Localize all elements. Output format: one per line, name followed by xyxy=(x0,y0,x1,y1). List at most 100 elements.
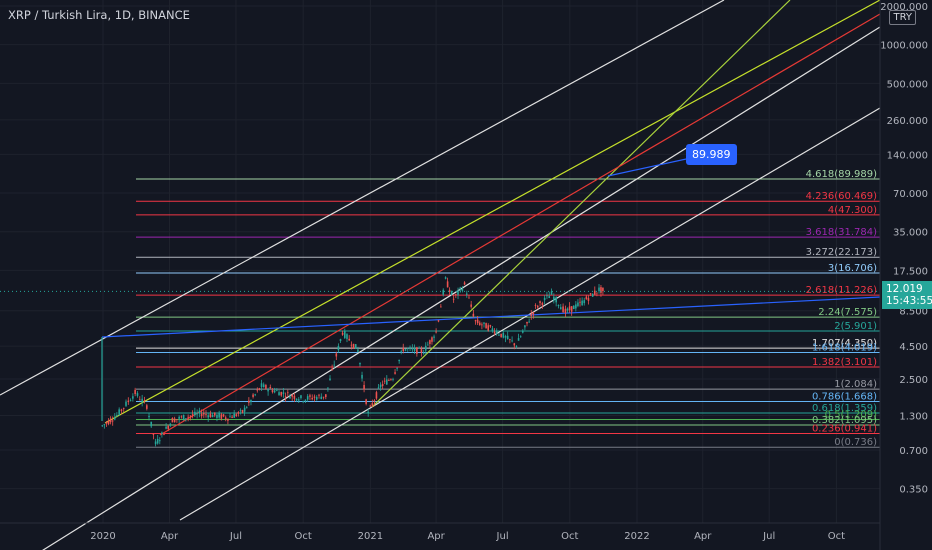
candle-body xyxy=(111,420,114,422)
candle-body xyxy=(365,399,367,404)
channel-lower-line xyxy=(179,107,881,521)
candle-body xyxy=(402,347,405,352)
candle-body xyxy=(322,396,325,398)
y-tick-label: 500.000 xyxy=(887,79,928,90)
candle-body xyxy=(235,414,238,416)
candle-body xyxy=(194,411,196,416)
candle-body xyxy=(553,296,555,301)
candle-body xyxy=(465,293,468,295)
candle-body xyxy=(218,413,220,418)
candle-body xyxy=(120,409,123,411)
candle-body xyxy=(243,407,246,412)
channel-upper-line xyxy=(0,0,725,396)
candle-body xyxy=(245,407,248,409)
candle-body xyxy=(406,348,409,350)
candle-body xyxy=(543,297,546,301)
candle-body xyxy=(581,300,583,306)
last-price-badge: 12.019 15:43:55 xyxy=(882,281,932,309)
x-tick-label: 2020 xyxy=(90,531,115,542)
candle-body xyxy=(541,302,544,306)
currency-badge[interactable]: TRY xyxy=(889,10,916,25)
candle-body xyxy=(265,385,267,389)
candle-body xyxy=(502,332,505,338)
candle-body xyxy=(472,313,475,317)
y-axis[interactable]: 2000.000 1000.000 500.000 260.000 140.000 70.… xyxy=(879,0,932,550)
candle-body xyxy=(375,392,378,399)
x-tick-label: Oct xyxy=(561,531,578,542)
y-tick-label: 260.000 xyxy=(887,116,928,127)
candle-body xyxy=(101,425,104,427)
candle-body xyxy=(513,343,516,346)
candle-body xyxy=(398,359,400,362)
candle-body xyxy=(176,419,178,420)
fan-red-line xyxy=(159,13,881,436)
fib-level-label: 0.618(1.359) xyxy=(812,403,877,414)
candle-body xyxy=(339,339,342,342)
candle-body xyxy=(327,387,329,389)
candle-body xyxy=(152,433,155,435)
y-tick-label: 8.500 xyxy=(899,307,928,318)
y-tick-label: 35.000 xyxy=(893,228,928,239)
candle-body xyxy=(570,306,573,312)
candle-body xyxy=(396,367,398,369)
candle-body xyxy=(363,385,365,390)
candle-body xyxy=(156,438,159,444)
candle-body xyxy=(539,301,541,304)
candle-body xyxy=(304,399,307,402)
candle-body xyxy=(276,390,278,392)
candle-body xyxy=(337,345,340,351)
y-tick-label: 70.000 xyxy=(893,189,928,200)
fib-level-label: 0.382(1.095) xyxy=(812,415,877,426)
candle-body xyxy=(163,434,165,436)
candle-body xyxy=(146,405,148,409)
candle-body xyxy=(136,393,139,396)
candle-body xyxy=(452,298,455,300)
candle-body xyxy=(103,424,106,426)
candle-body xyxy=(463,282,466,285)
candle-body xyxy=(122,407,125,409)
candle-body xyxy=(295,398,298,401)
candle-body xyxy=(377,387,380,389)
candle-body xyxy=(534,305,537,306)
candle-body xyxy=(167,425,169,429)
candle-body xyxy=(435,331,437,333)
candle-body xyxy=(196,413,198,415)
fan-green-line xyxy=(371,0,791,408)
candle-body xyxy=(158,440,161,442)
fib-level-label: 3(16.706) xyxy=(828,263,877,274)
candle-body xyxy=(411,348,414,350)
candle-body xyxy=(346,334,348,339)
candle-body xyxy=(139,399,141,401)
candle-body xyxy=(329,378,331,381)
candle-body xyxy=(530,314,533,316)
candle-body xyxy=(487,325,490,331)
candle-body xyxy=(178,416,180,419)
fib-level-label: 1.618(4.019) xyxy=(812,342,877,353)
x-tick-label: Apr xyxy=(161,531,179,542)
price-callout[interactable]: 89.989 xyxy=(686,144,737,165)
fib-level-label: 2.618(11.226) xyxy=(806,285,878,296)
candle-body xyxy=(394,372,396,374)
candle-body xyxy=(392,379,394,380)
candle-body xyxy=(105,422,108,424)
candle-body xyxy=(511,340,513,342)
candle-body xyxy=(491,328,494,331)
candle-body xyxy=(509,339,511,340)
candle-body xyxy=(171,417,174,423)
grid xyxy=(0,0,880,523)
candle-body xyxy=(468,297,470,299)
candle-body xyxy=(455,294,457,295)
candle-body xyxy=(169,423,172,426)
candle-body xyxy=(300,395,302,399)
candle-body xyxy=(209,413,212,418)
candle-body xyxy=(369,405,372,407)
candle-body xyxy=(388,380,390,381)
candle-body xyxy=(532,312,535,315)
candle-body xyxy=(600,287,602,293)
candle-body xyxy=(311,397,314,400)
candle-body xyxy=(429,340,431,344)
y-tick-label: 0.700 xyxy=(899,446,928,457)
candle-body xyxy=(284,396,287,398)
x-tick-label: Oct xyxy=(295,531,312,542)
